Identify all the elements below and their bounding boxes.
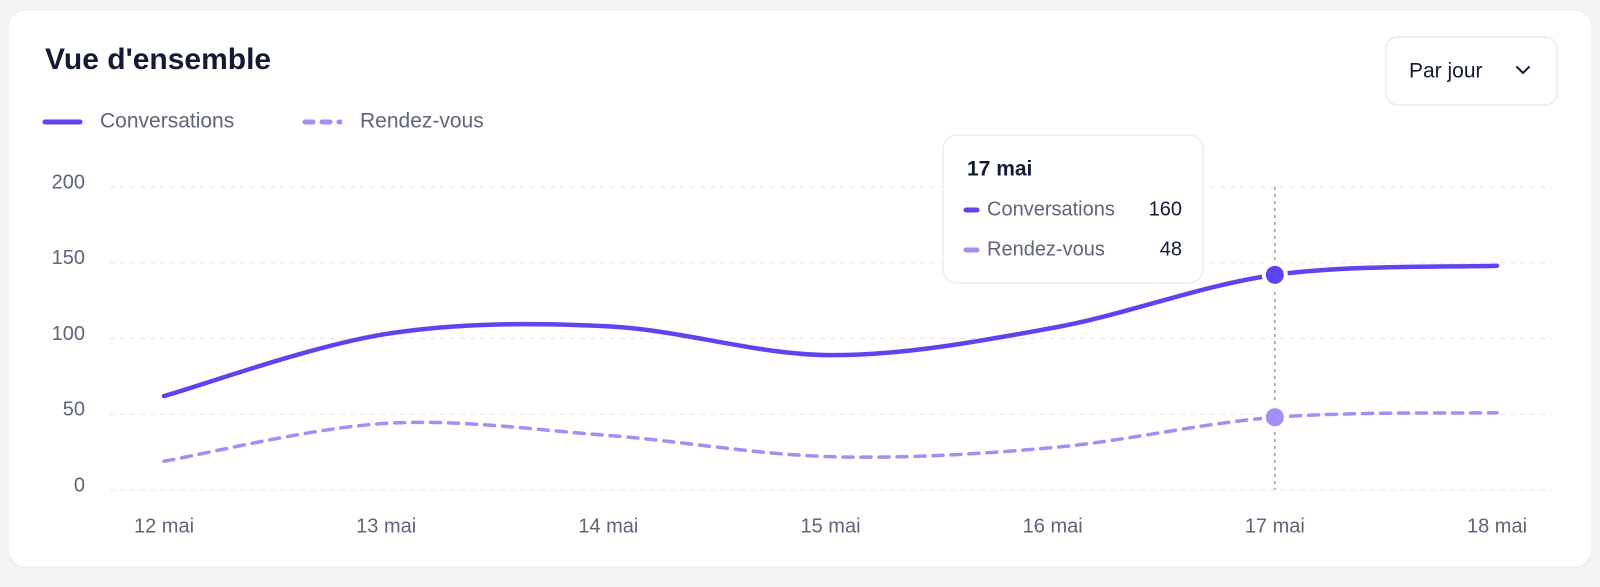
tooltip-value: 48 [1160, 238, 1182, 260]
tooltip-value: 160 [1149, 198, 1182, 220]
y-tick-label: 0 [74, 474, 85, 496]
x-tick-label: 17 mai [1245, 515, 1305, 537]
x-tick-label: 13 mai [356, 515, 416, 537]
dropdown-chevron[interactable] [1516, 66, 1530, 75]
x-tick-label: 18 mai [1467, 515, 1527, 537]
tooltip-series-name: Conversations [987, 198, 1115, 220]
dropdown-box[interactable] [1385, 36, 1558, 106]
tooltip: 17 mai Conversations 160 Rendez-vous 48 [942, 134, 1204, 284]
tooltip-date: 17 mai [967, 158, 1032, 181]
legend-label: Rendez-vous [360, 110, 484, 133]
x-tick-label: 14 mai [578, 515, 638, 537]
y-tick-label: 150 [52, 247, 85, 269]
tooltip-series-name: Rendez-vous [987, 238, 1105, 260]
x-tick-label: 15 mai [800, 515, 860, 537]
y-tick-label: 50 [63, 399, 85, 421]
chart-title: Vue d'ensemble [45, 43, 271, 76]
x-tick-label: 12 mai [134, 515, 194, 537]
card-background [7, 9, 1593, 568]
tooltip-box [942, 134, 1204, 284]
legend-label: Conversations [100, 110, 234, 133]
hover-point [1261, 404, 1288, 431]
x-tick-label: 16 mai [1023, 515, 1083, 537]
period-dropdown[interactable]: Par jour [1385, 36, 1558, 106]
y-tick-label: 200 [52, 171, 85, 193]
dropdown-label[interactable]: Par jour [1409, 60, 1483, 83]
y-tick-label: 100 [52, 323, 85, 345]
hover-point [1261, 261, 1288, 288]
